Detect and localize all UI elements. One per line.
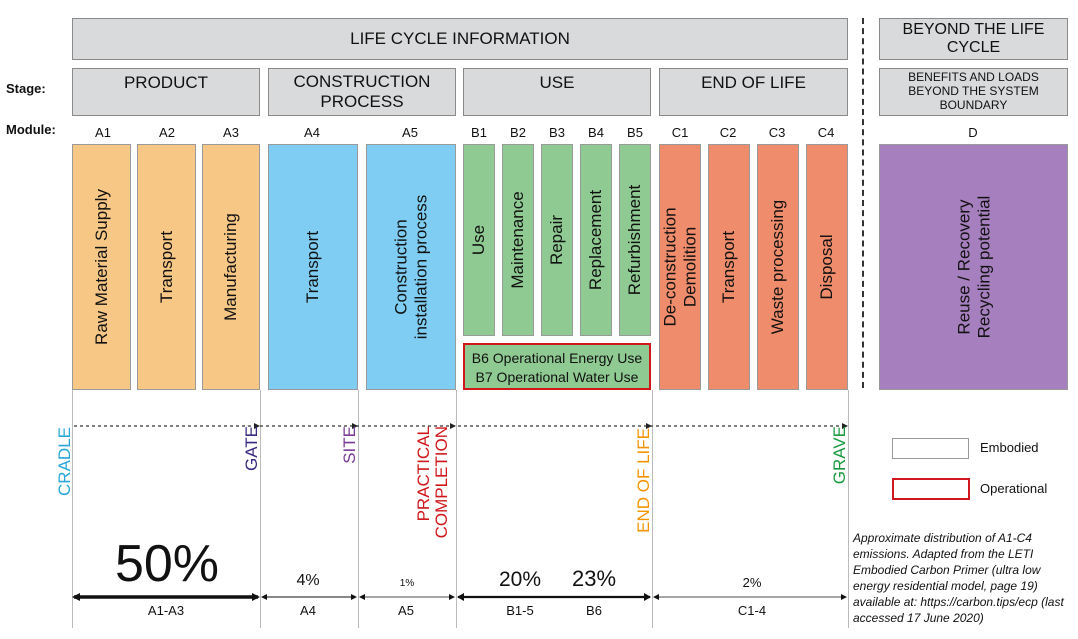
- distribution-label-b6: B6: [586, 603, 602, 618]
- distribution-label-c1-4: C1-4: [737, 603, 767, 618]
- milestone-site: SITE: [340, 426, 359, 464]
- milestone-grave: GRAVE: [830, 426, 849, 485]
- percent-b6: 23%: [571, 566, 617, 591]
- distribution-arrow-b-right: [644, 593, 651, 601]
- module-code-b5: B5: [627, 125, 643, 140]
- module-a3-box: Manufacturing: [202, 144, 260, 390]
- operational-use-box: B6 Operational Energy Use B7 Operational…: [463, 343, 651, 390]
- module-code-a3: A3: [223, 125, 239, 140]
- module-a5-box: Construction installation process: [366, 144, 456, 390]
- module-code-c3: C3: [768, 125, 786, 140]
- separator-line-a5: [456, 390, 457, 628]
- module-code-a2: A2: [159, 125, 175, 140]
- distribution-arrow-b-left: [457, 593, 464, 601]
- milestone-practical-completion-label: PRACTICAL COMPLETION: [414, 426, 451, 539]
- stage-benefits-label: BENEFITS AND LOADS BEYOND THE SYSTEM BOU…: [908, 70, 1039, 112]
- module-b4-box: Replacement: [580, 144, 612, 336]
- module-row-label: Module:: [6, 122, 56, 137]
- boundary-dashed-line: [862, 18, 864, 388]
- module-code-c4: C4: [817, 125, 835, 140]
- distribution-arrow-a1-a3-right: [252, 593, 260, 601]
- beyond-life-cycle-title: BEYOND THE LIFE CYCLE: [902, 20, 1045, 56]
- operational-energy-label: B6 Operational Energy Use: [471, 350, 643, 366]
- percent-a5: 1%: [399, 578, 415, 589]
- milestone-end-of-life: END OF LIFE: [634, 428, 653, 533]
- legend-operational-swatch: [892, 478, 970, 500]
- module-c1-box: De-construction Demolition: [659, 144, 701, 390]
- separator-line-b: [652, 390, 653, 628]
- timeline-arrow-site: [352, 423, 358, 429]
- milestone-practical-completion: PRACTICAL COMPLETION: [414, 426, 451, 548]
- module-a4-box: Transport: [268, 144, 358, 390]
- legend-embodied-swatch: [892, 438, 969, 459]
- percent-c1-4: 2%: [742, 575, 762, 590]
- module-b3-box: Repair: [541, 144, 573, 336]
- stage-end-of-life-label: END OF LIFE: [701, 73, 806, 92]
- timeline-arrow-completion: [450, 423, 456, 429]
- stage-row-label: Stage:: [6, 81, 46, 96]
- distribution-arrow-a5-left: [359, 594, 365, 600]
- life-cycle-information-title: LIFE CYCLE INFORMATION: [350, 29, 570, 48]
- module-c3-box: Waste processing: [757, 144, 799, 390]
- legend-embodied-label: Embodied: [980, 440, 1039, 455]
- stage-use: USE: [463, 68, 651, 116]
- operational-water-label: B7 Operational Water Use: [475, 368, 639, 385]
- distribution-arrow-a4-left: [261, 594, 267, 600]
- distribution-label-a4: A4: [300, 603, 316, 618]
- distribution-label-a5: A5: [398, 603, 414, 618]
- separator-line-left: [72, 390, 73, 628]
- module-code-b1: B1: [471, 125, 487, 140]
- module-code-a1: A1: [95, 125, 111, 140]
- module-code-b3: B3: [549, 125, 565, 140]
- percent-a1-a3: 50%: [114, 535, 220, 593]
- beyond-life-cycle-header: BEYOND THE LIFE CYCLE: [879, 18, 1068, 60]
- module-b2-box: Maintenance: [502, 144, 534, 336]
- stage-use-label: USE: [539, 73, 575, 92]
- timeline-arrow-end-of-life: [646, 423, 652, 429]
- module-c4-box: Disposal: [806, 144, 848, 390]
- module-b5-box: Refurbishment: [619, 144, 651, 336]
- distribution-arrow-a4-right: [351, 594, 357, 600]
- distribution-arrow-c-right: [841, 594, 847, 600]
- separator-line-a4: [358, 390, 359, 628]
- source-note: Approximate distribution of A1-C4 emissi…: [853, 531, 1064, 625]
- stage-construction-label: CONSTRUCTION PROCESS: [293, 71, 431, 111]
- distribution-label-b1-5: B1-5: [506, 603, 534, 618]
- stage-construction: CONSTRUCTION PROCESS: [268, 68, 456, 116]
- module-code-a5: A5: [402, 125, 418, 140]
- percent-a4: 4%: [296, 572, 320, 589]
- legend-operational-label: Operational: [980, 481, 1048, 496]
- distribution-label-a1-a3: A1-A3: [147, 603, 185, 618]
- stage-product-label: PRODUCT: [123, 73, 209, 92]
- stage-end-of-life: END OF LIFE: [659, 68, 848, 116]
- module-code-c2: C2: [719, 125, 737, 140]
- module-code-b4: B4: [588, 125, 604, 140]
- module-b1-box: Use: [463, 144, 495, 336]
- milestone-gate: GATE: [242, 426, 261, 472]
- stage-benefits: BENEFITS AND LOADS BEYOND THE SYSTEM BOU…: [879, 68, 1068, 116]
- module-code-d: D: [968, 125, 978, 140]
- module-code-c1: C1: [671, 125, 689, 140]
- stage-product: PRODUCT: [72, 68, 260, 116]
- module-a2-box: Transport: [137, 144, 196, 390]
- module-code-a4: A4: [304, 125, 320, 140]
- module-d-box: Reuse / Recovery Recycling potential: [879, 144, 1068, 390]
- timeline-arrow-gate: [254, 423, 260, 429]
- percent-b1-5: 20%: [498, 568, 542, 591]
- milestone-cradle: CRADLE: [55, 427, 74, 496]
- life-cycle-information-header: LIFE CYCLE INFORMATION: [72, 18, 848, 60]
- separator-line-c: [848, 390, 849, 628]
- module-a1-box: Raw Material Supply: [72, 144, 131, 390]
- timeline-arrow-grave: [842, 423, 848, 429]
- module-c2-box: Transport: [708, 144, 750, 390]
- module-code-b2: B2: [510, 125, 526, 140]
- distribution-arrow-a1-a3-left: [72, 593, 80, 601]
- distribution-arrow-c-left: [653, 594, 659, 600]
- distribution-arrow-a5-right: [449, 594, 455, 600]
- separator-line-a3: [260, 390, 261, 628]
